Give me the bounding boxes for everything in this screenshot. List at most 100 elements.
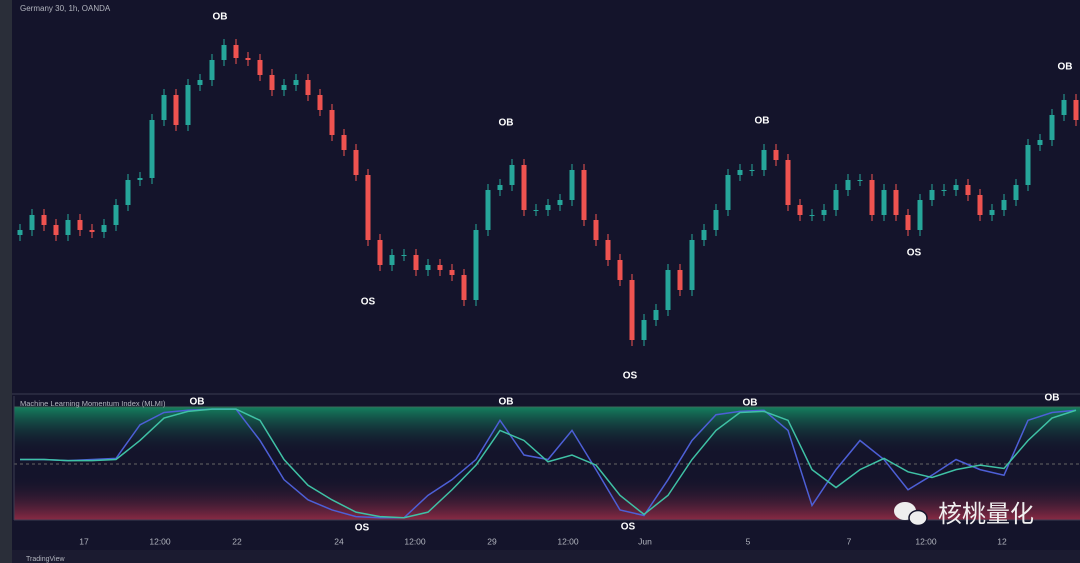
candle-body	[857, 180, 863, 181]
left-strip	[0, 0, 12, 563]
candle-body	[809, 215, 815, 216]
candle-body	[785, 160, 791, 205]
candle-body	[845, 180, 851, 190]
candle-body	[77, 220, 83, 230]
candle-body	[569, 170, 575, 200]
candle-body	[749, 170, 755, 171]
candle-body	[497, 185, 503, 190]
candle-body	[257, 60, 263, 75]
watermark-text: 核桃量化	[938, 500, 1034, 528]
candle-body	[509, 165, 515, 185]
candle-body	[377, 240, 383, 265]
candle-body	[881, 190, 887, 215]
candle-body	[485, 190, 491, 230]
ob-zone	[14, 407, 1080, 455]
footer-logo: TradingView	[26, 556, 65, 563]
candle-body	[137, 178, 143, 180]
candle-body	[689, 240, 695, 290]
x-tick-label: 22	[232, 536, 242, 546]
candle-body	[629, 280, 635, 340]
signal-label: OB	[499, 118, 514, 129]
candle-body	[1049, 115, 1055, 140]
footer-bar	[12, 550, 1080, 563]
signal-label: OB	[743, 398, 758, 409]
candle-body	[401, 255, 407, 256]
candle-body	[245, 58, 251, 60]
candle-body	[905, 215, 911, 230]
candle-body	[317, 95, 323, 110]
candle-body	[185, 85, 191, 125]
candle-body	[1073, 100, 1079, 120]
signal-label: OB	[1058, 62, 1073, 73]
signal-label: OS	[907, 248, 922, 259]
signal-label: OS	[355, 523, 370, 534]
candle-body	[701, 230, 707, 240]
candle-body	[65, 220, 71, 235]
candle-body	[821, 210, 827, 215]
candle-body	[437, 265, 443, 270]
indicator-line	[20, 408, 1077, 519]
candle-body	[341, 135, 347, 150]
candle-body	[1025, 145, 1031, 185]
candle-body	[1061, 100, 1067, 115]
candle-body	[89, 230, 95, 232]
signal-label: OB	[190, 397, 205, 408]
candle-body	[833, 190, 839, 210]
candle-body	[209, 60, 215, 80]
x-tick-label: 12:00	[915, 536, 937, 546]
candle-body	[737, 170, 743, 175]
candle-body	[365, 175, 371, 240]
candle-body	[581, 170, 587, 220]
candle-body	[197, 80, 203, 85]
candle-body	[233, 45, 239, 58]
candle-body	[713, 210, 719, 230]
candle-body	[869, 180, 875, 215]
candle-body	[521, 165, 527, 210]
candle-body	[677, 270, 683, 290]
x-tick-label: 7	[847, 536, 852, 546]
candle-body	[413, 255, 419, 270]
candle-body	[725, 175, 731, 210]
candle-body	[101, 225, 107, 232]
signal-label: OB	[213, 12, 228, 23]
candle-body	[113, 205, 119, 225]
candle-body	[1037, 140, 1043, 145]
candle-body	[989, 210, 995, 215]
candle-body	[125, 180, 131, 205]
signal-label: OB	[499, 397, 514, 408]
candle-body	[533, 210, 539, 211]
x-tick-label: 12:00	[149, 536, 171, 546]
candle-body	[329, 110, 335, 135]
candle-body	[29, 215, 35, 230]
candle-body	[965, 185, 971, 195]
candle-body	[269, 75, 275, 90]
candle-body	[773, 150, 779, 160]
candle-body	[665, 270, 671, 310]
candle-body	[305, 80, 311, 95]
candle-body	[425, 265, 431, 270]
candle-body	[1001, 200, 1007, 210]
candle-body	[53, 225, 59, 235]
candle-body	[41, 215, 47, 225]
candle-body	[917, 200, 923, 230]
candle-body	[461, 275, 467, 300]
candle-body	[761, 150, 767, 170]
candle-body	[389, 255, 395, 265]
candle-body	[977, 195, 983, 215]
candle-body	[929, 190, 935, 200]
chart-title: Germany 30, 1h, OANDA	[20, 4, 111, 13]
signal-label: OB	[755, 116, 770, 127]
candle-body	[221, 45, 227, 60]
candle-body	[593, 220, 599, 240]
watermark: 核桃量化	[894, 500, 1034, 528]
signal-label: OS	[621, 522, 636, 533]
x-tick-label: Jun	[638, 536, 652, 546]
candle-body	[281, 85, 287, 90]
x-tick-label: 12	[997, 536, 1007, 546]
x-tick-label: 29	[487, 536, 497, 546]
candle-body	[893, 190, 899, 215]
indicator-title: Machine Learning Momentum Index (MLMI)	[20, 399, 166, 408]
x-tick-label: 17	[79, 536, 89, 546]
candle-body	[653, 310, 659, 320]
